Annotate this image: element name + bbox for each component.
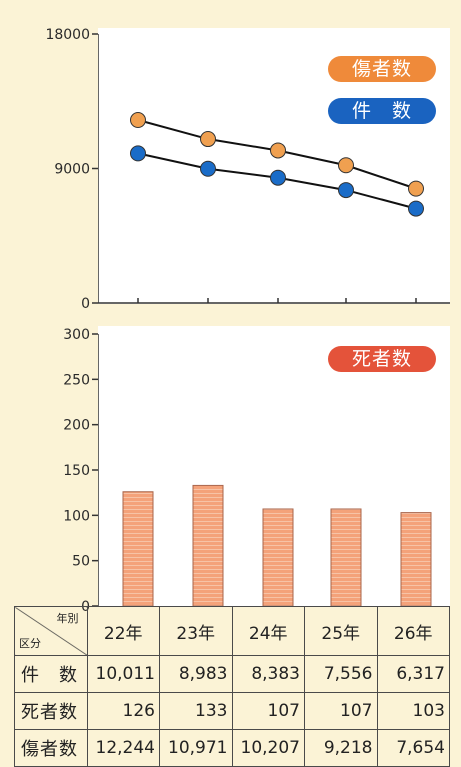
legend-deaths: 死者数 (328, 346, 436, 372)
data-point (200, 131, 216, 148)
table-cell: 7,556 (304, 655, 378, 693)
y-axis-labels: 0900018000050100150200250300 (45, 27, 98, 615)
table-cell: 7,654 (376, 729, 450, 767)
table-cell: 103 (376, 692, 450, 730)
bar (192, 484, 224, 606)
y-tick-label: 9000 (54, 162, 90, 178)
table-corner-cell: 年別 区分 (14, 606, 88, 656)
line-chart-panel: 傷者数 件 数 (98, 28, 450, 304)
line-chart (98, 34, 450, 304)
data-point (338, 157, 354, 174)
bar-chart (98, 334, 432, 606)
table-cell: 9,218 (304, 729, 378, 767)
bar (262, 508, 294, 606)
table-cell: 107 (304, 692, 378, 730)
table-header-row: 年別 区分 22年 23年 24年 25年 26年 (14, 606, 450, 656)
table-year-header: 25年 (304, 606, 378, 656)
table-year-header: 26年 (376, 606, 450, 656)
table-row-deaths: 死者数 126 133 107 107 103 (14, 692, 450, 730)
table-year-header: 24年 (231, 606, 305, 656)
data-point (408, 180, 424, 197)
data-point (338, 182, 354, 199)
legend-injured: 傷者数 (328, 56, 436, 82)
data-point (200, 160, 216, 177)
y-tick-label: 250 (63, 372, 90, 388)
y-tick-label: 150 (63, 463, 90, 479)
table-row-injured: 傷者数 12,244 10,971 10,207 9,218 7,654 (14, 729, 450, 767)
y-tick-label: 300 (63, 327, 90, 343)
data-point (408, 200, 424, 217)
table-cell: 107 (231, 692, 305, 730)
table-cell: 126 (86, 692, 160, 730)
data-point (270, 169, 286, 186)
data-point (270, 142, 286, 159)
table-cell: 10,207 (231, 729, 305, 767)
data-point (130, 112, 146, 129)
bar (122, 491, 154, 606)
corner-category-label: 区分 (19, 637, 41, 650)
bar-chart-panel: 死者数 (98, 326, 450, 606)
bar (330, 508, 362, 606)
data-table: 年別 区分 22年 23年 24年 25年 26年 件 数 10,011 8,9… (14, 606, 450, 767)
table-cell: 8,383 (231, 655, 305, 693)
bar (400, 512, 432, 606)
legend-cases: 件 数 (328, 98, 436, 124)
y-tick-label: 50 (72, 554, 90, 570)
table-cell: 12,244 (86, 729, 160, 767)
table-year-header: 22年 (86, 606, 160, 656)
y-tick-label: 200 (63, 418, 90, 434)
data-point (130, 145, 146, 162)
table-cell: 10,011 (86, 655, 160, 693)
table-row-label: 傷者数 (14, 729, 88, 767)
table-row-label: 件 数 (14, 655, 88, 693)
table-cell: 133 (159, 692, 233, 730)
corner-year-label: 年別 (56, 612, 79, 625)
table-year-header: 23年 (159, 606, 233, 656)
y-tick-label: 18000 (45, 27, 90, 43)
table-cell: 6,317 (376, 655, 450, 693)
table-row-label: 死者数 (14, 692, 88, 730)
y-tick-label: 0 (81, 296, 90, 312)
table-cell: 8,983 (159, 655, 233, 693)
y-tick-label: 100 (63, 508, 90, 524)
table-row-cases: 件 数 10,011 8,983 8,383 7,556 6,317 (14, 655, 450, 693)
table-cell: 10,971 (159, 729, 233, 767)
